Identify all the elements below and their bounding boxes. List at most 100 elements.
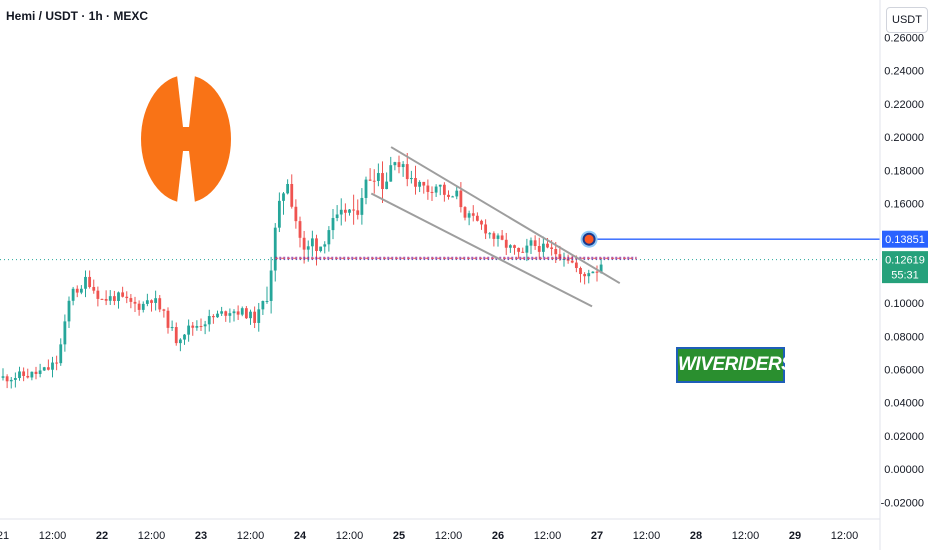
countdown-text: 55:31 (891, 270, 919, 282)
currency-button[interactable]: USDT (886, 7, 928, 33)
x-tick-label: 21 (0, 530, 9, 542)
candle-body (298, 221, 302, 238)
candle-body (500, 235, 504, 240)
target-marker-core (584, 234, 594, 244)
x-tick-label: 29 (789, 530, 801, 542)
candle-body (525, 245, 529, 253)
y-tick-label: 0.10000 (884, 298, 924, 310)
candle-body (323, 244, 327, 247)
candle-body (59, 344, 63, 364)
channel-lower-line[interactable] (370, 192, 593, 308)
candle-body (467, 213, 471, 218)
drawings (0, 146, 880, 308)
x-tick-label: 12:00 (732, 530, 760, 542)
candle-body (529, 240, 533, 246)
candle-body (96, 290, 100, 299)
candle-body (583, 274, 587, 277)
candle-body (195, 326, 199, 328)
candle-body (257, 309, 261, 323)
candle-body (335, 214, 339, 219)
candle-body (203, 324, 207, 327)
candle-body (463, 207, 467, 218)
watermark-badge: WIVERIDERS (676, 347, 794, 383)
candle-body (546, 243, 549, 248)
candle-body (492, 233, 496, 239)
candle-body (356, 210, 360, 215)
candle-body (496, 235, 500, 239)
candle-body (199, 326, 203, 328)
y-tick-label: 0.22000 (884, 99, 924, 111)
candle-body (442, 184, 446, 195)
candle-body (22, 371, 26, 376)
candle-body (92, 286, 96, 291)
candle-body (422, 181, 426, 186)
y-tick-label: 0.02000 (884, 431, 924, 443)
candle-body (145, 300, 149, 304)
candle-body (63, 321, 67, 345)
candle-body (273, 227, 277, 271)
candle-body (508, 245, 512, 248)
candle-body (207, 316, 211, 325)
current-price-label (882, 251, 928, 284)
candle-body (348, 209, 351, 213)
candle-body (9, 379, 13, 382)
candle-body (302, 237, 306, 250)
candle-body (376, 173, 380, 182)
y-tick-label: 0.16000 (884, 199, 924, 211)
candle-body (18, 371, 21, 379)
candle-body (533, 240, 537, 247)
y-tick-label: 0.08000 (884, 331, 924, 343)
candle-body (319, 246, 323, 252)
candle-body (368, 179, 372, 181)
x-tick-label: 12:00 (39, 530, 67, 542)
candle-body (253, 311, 257, 323)
candle-body (570, 260, 574, 263)
candle-body (310, 238, 314, 247)
candle-body (166, 310, 170, 328)
candle-body (352, 209, 356, 211)
symbol-title[interactable]: Hemi / USDT · 1h · MEXC (6, 9, 149, 23)
candle-body (228, 313, 232, 316)
candle-body (418, 181, 422, 187)
candle-body (475, 215, 479, 221)
candle-body (187, 325, 191, 335)
candle-body (129, 298, 133, 302)
candle-body (414, 178, 417, 187)
channel-upper-line[interactable] (390, 146, 621, 285)
x-tick-label: 26 (492, 530, 504, 542)
y-tick-label: 0.20000 (884, 132, 924, 144)
candle-body (484, 224, 488, 234)
candle-body (277, 200, 281, 228)
time-axis[interactable]: 21 12:00 22 12:00 23 12:00 24 12:00 25 12:00 26 12:… (0, 530, 858, 542)
candle-body (595, 271, 599, 273)
candle-body (306, 246, 310, 250)
candle-body (327, 230, 331, 245)
candle-body (38, 370, 42, 374)
candle-body (541, 243, 545, 252)
x-tick-label: 22 (96, 530, 108, 542)
candle-body (79, 288, 83, 293)
candle-body (591, 271, 595, 274)
candle-body (174, 327, 178, 344)
y-tick-label: 0.04000 (884, 398, 924, 410)
candle-body (574, 262, 578, 269)
x-tick-label: 12:00 (237, 530, 265, 542)
candle-body (521, 251, 525, 253)
candle-body (397, 162, 401, 168)
candle-body (51, 362, 54, 370)
candle-body (84, 276, 87, 289)
candle-body (75, 288, 79, 293)
candle-body (42, 367, 46, 371)
candle-body (286, 184, 290, 194)
candle-body (290, 184, 294, 207)
candle-body (125, 296, 129, 299)
candle-body (240, 308, 244, 315)
candle-body (71, 288, 75, 301)
x-tick-label: 28 (690, 530, 702, 542)
x-tick-label: 12:00 (534, 530, 562, 542)
candle-body (154, 298, 158, 303)
candle-body (244, 308, 248, 319)
x-tick-label: 25 (393, 530, 405, 542)
x-tick-label: 24 (294, 530, 307, 542)
